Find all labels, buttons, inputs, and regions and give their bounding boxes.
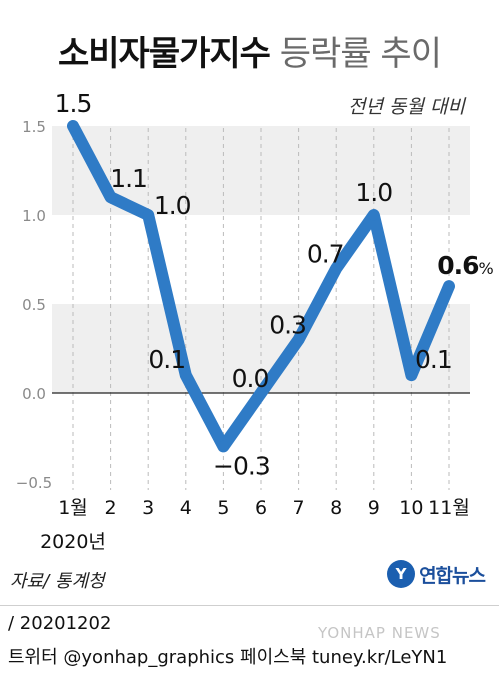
data-point — [255, 387, 267, 399]
y-tick-label: 1.5 — [22, 118, 46, 136]
y-tick-label: 0.5 — [22, 296, 46, 314]
data-point — [142, 209, 154, 221]
data-point — [405, 369, 417, 381]
x-tick-label: 11월 — [428, 497, 470, 519]
data-label: 1.0 — [154, 191, 191, 220]
y-tick-label: 0.0 — [22, 385, 46, 403]
data-point — [105, 191, 117, 203]
y-tick-label: 1.0 — [22, 207, 46, 225]
divider — [0, 605, 499, 606]
data-label: 0.0 — [232, 364, 269, 393]
y-tick-label: −0.5 — [16, 474, 52, 492]
data-point — [217, 440, 229, 452]
x-tick-label: 7 — [293, 497, 305, 519]
data-label: −0.3 — [213, 451, 270, 480]
unit-label: % — [479, 259, 494, 278]
chart-card: 소비자물가지수 등락률 추이 전년 동월 대비 1.5 1.0 0.5 0.0 −0.5… — [0, 26, 499, 592]
data-point — [67, 120, 79, 132]
watermark: YONHAP NEWS — [318, 624, 441, 642]
yonhap-logo-icon: Y — [387, 560, 416, 588]
data-label: 0.3 — [269, 311, 306, 340]
data-label: 0.6% — [437, 251, 493, 280]
data-point — [330, 262, 342, 274]
logo-text: 연합뉴스 — [419, 564, 486, 587]
x-tick-label: 1월 — [58, 497, 88, 519]
x-tick-label: 10 — [399, 497, 423, 519]
data-label: 0.1 — [415, 345, 452, 374]
year-label: 2020년 — [40, 531, 106, 553]
title-bold: 소비자물가지수 — [58, 34, 271, 74]
footer-sns: 트위터 @yonhap_graphics 페이스북 tuney.kr/LeYN1 — [8, 647, 448, 668]
logo: Y 연합뉴스 — [387, 560, 486, 588]
x-tick-label: 5 — [217, 497, 229, 519]
x-tick-label: 6 — [255, 497, 267, 519]
data-point — [368, 209, 380, 221]
data-label: 1.0 — [355, 178, 392, 207]
data-label: 0.1 — [148, 345, 185, 374]
data-point — [443, 280, 455, 292]
data-label: 0.7 — [307, 239, 344, 268]
footer-date: / 20201202 — [8, 613, 112, 634]
data-label: 1.5 — [55, 89, 92, 118]
source-note: 자료/ 통계청 — [10, 571, 105, 592]
x-tick-label: 4 — [180, 497, 192, 519]
data-point — [180, 369, 192, 381]
title-light: 등락률 추이 — [279, 34, 442, 74]
x-tick-label: 8 — [330, 497, 342, 519]
chart-subtitle: 전년 동월 대비 — [348, 96, 465, 118]
x-tick-label: 2 — [105, 497, 117, 519]
line-chart: 1.51.00.50.0−0.51.51.11.00.1−0.30.00.30.… — [16, 89, 495, 553]
data-label: 1.1 — [110, 164, 147, 193]
x-tick-label: 3 — [142, 497, 154, 519]
chart-title: 소비자물가지수 등락률 추이 — [0, 26, 499, 75]
data-point — [293, 334, 305, 346]
x-tick-label: 9 — [368, 497, 380, 519]
